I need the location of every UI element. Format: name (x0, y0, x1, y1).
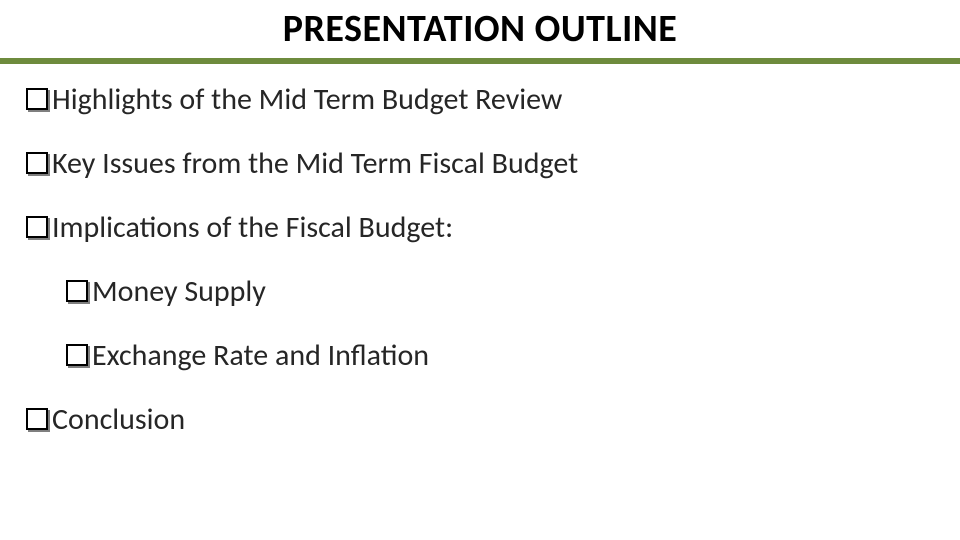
list-item-text: Key Issues from the Mid Term Fiscal Budg… (52, 146, 578, 182)
list-item: Money Supply (66, 274, 934, 310)
list-item-text: Conclusion (52, 402, 185, 438)
slide-title: PRESENTATION OUTLINE (0, 6, 960, 52)
title-bar: PRESENTATION OUTLINE (0, 0, 960, 60)
list-item: Conclusion (26, 402, 934, 438)
list-item-text: Implications of the Fiscal Budget: (52, 210, 453, 246)
list-item-text: Exchange Rate and Inflation (92, 338, 429, 374)
checkbox-bullet-icon (26, 152, 48, 174)
checkbox-bullet-icon (26, 408, 48, 430)
slide: { "title": { "text": "PRESENTATION OUTLI… (0, 0, 960, 540)
list-item-text: Money Supply (92, 274, 266, 310)
list-item-text: Highlights of the Mid Term Budget Review (52, 82, 562, 118)
list-item: Exchange Rate and Inflation (66, 338, 934, 374)
checkbox-bullet-icon (66, 344, 88, 366)
outline-list: Highlights of the Mid Term Budget Review… (0, 64, 960, 438)
list-item: Highlights of the Mid Term Budget Review (26, 82, 934, 118)
list-item: Implications of the Fiscal Budget: (26, 210, 934, 246)
list-item: Key Issues from the Mid Term Fiscal Budg… (26, 146, 934, 182)
checkbox-bullet-icon (66, 280, 88, 302)
checkbox-bullet-icon (26, 88, 48, 110)
checkbox-bullet-icon (26, 216, 48, 238)
